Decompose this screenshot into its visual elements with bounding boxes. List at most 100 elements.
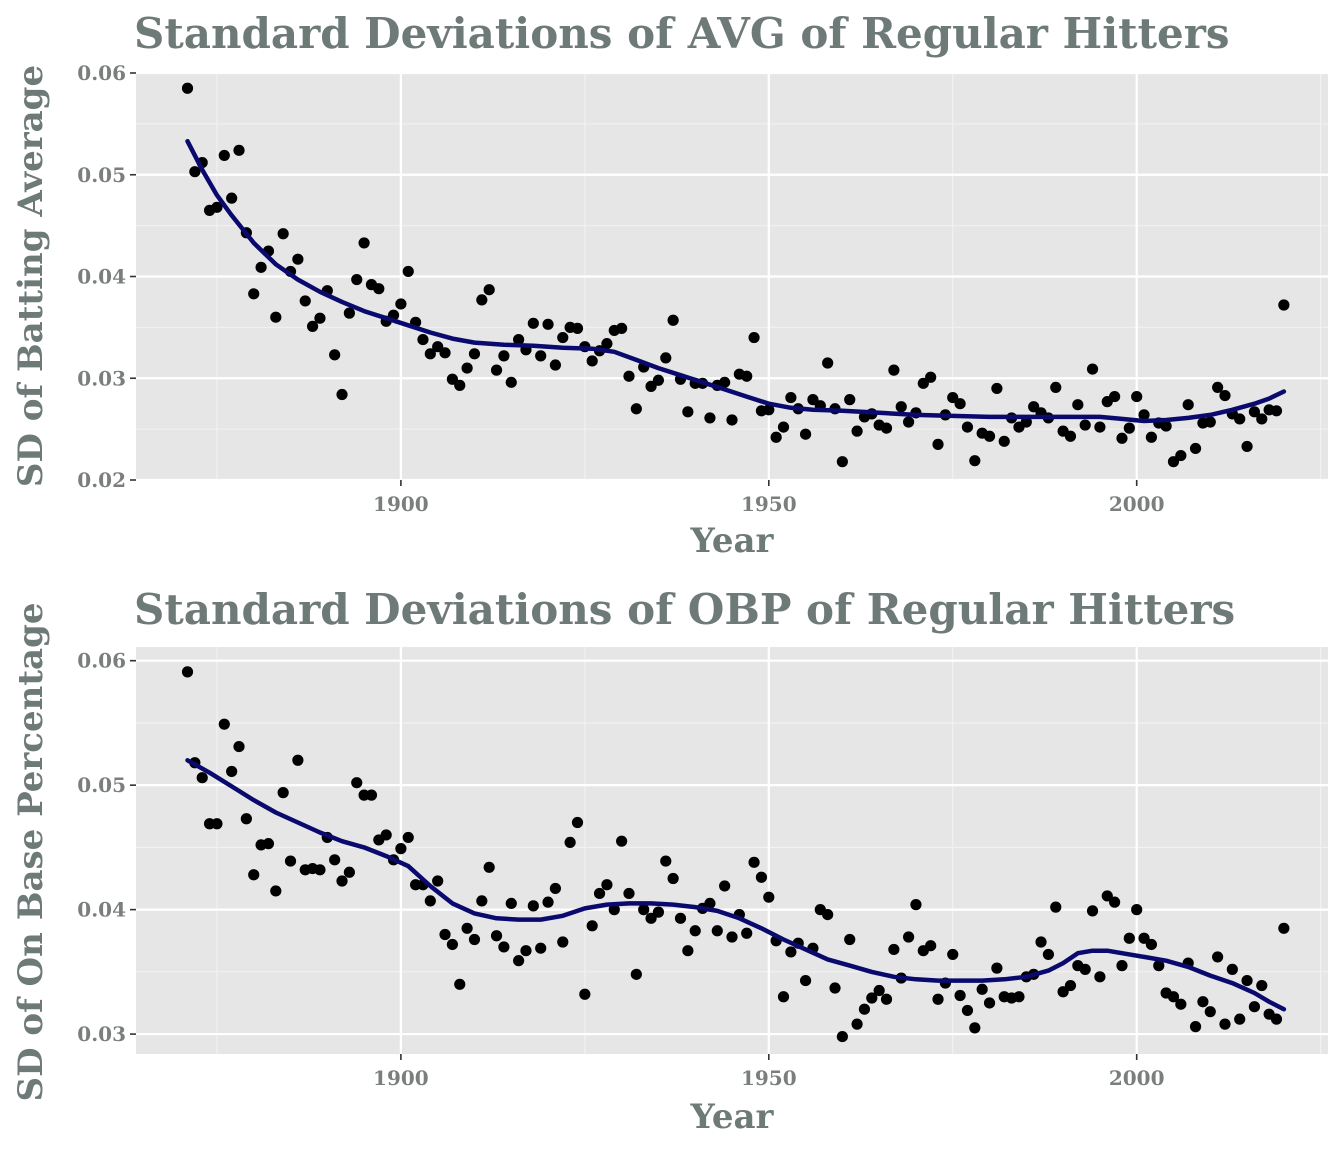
avg-data-point <box>1167 456 1180 468</box>
avg-data-point <box>505 376 517 388</box>
avg-data-point <box>888 364 900 376</box>
avg-data-point <box>1020 416 1032 428</box>
obp-data-point <box>505 897 517 909</box>
obp-plot-panel <box>136 647 1328 1054</box>
avg-data-point <box>439 347 451 359</box>
avg-data-point <box>468 348 481 360</box>
obp-data-point <box>329 854 341 866</box>
avg-data-point <box>343 307 355 319</box>
obp-data-point <box>1109 896 1121 908</box>
avg-data-point <box>314 312 326 324</box>
obp-data-point <box>593 887 606 900</box>
obp-grid <box>136 647 1328 1054</box>
obp-data-point <box>836 1030 848 1043</box>
obp-data-point <box>726 931 738 943</box>
obp-data-point <box>564 836 576 849</box>
obp-data-point <box>336 875 348 887</box>
obp-data-point <box>961 1004 974 1017</box>
obp-data-point <box>822 908 834 921</box>
obp-data-point <box>910 899 922 911</box>
avg-data-point <box>1182 399 1194 411</box>
obp-data-point <box>1219 1018 1231 1030</box>
obp-data-point <box>1057 986 1069 998</box>
avg-data-point <box>925 371 937 383</box>
obp-data-point <box>549 882 562 895</box>
obp-data-point <box>1013 991 1025 1003</box>
avg-data-point <box>983 430 996 442</box>
avg-data-point <box>880 422 893 434</box>
obp-data-point <box>932 993 944 1005</box>
obp-data-point <box>468 933 481 946</box>
obp-data-point <box>851 1018 863 1030</box>
avg-y-tick-label: 0.03 <box>77 366 126 390</box>
avg-data-point <box>395 298 407 310</box>
avg-data-point <box>248 288 260 300</box>
obp-x-axis-title: Year <box>690 1097 775 1137</box>
obp-data-point <box>542 896 554 908</box>
obp-data-point <box>660 855 672 867</box>
obp-data-point <box>571 816 584 829</box>
obp-data-point <box>755 871 768 883</box>
obp-data-point <box>1204 1006 1216 1018</box>
avg-data-point <box>616 322 628 334</box>
avg-points <box>181 82 1290 468</box>
avg-data-point <box>373 283 385 295</box>
obp-data-point <box>520 945 532 957</box>
obp-data-point <box>498 941 510 953</box>
obp-data-point <box>1138 932 1150 944</box>
obp-data-point <box>233 740 245 753</box>
avg-data-point <box>1145 431 1158 443</box>
obp-data-point <box>1116 960 1128 972</box>
obp-data-point <box>218 718 230 730</box>
avg-data-point <box>292 253 304 265</box>
avg-data-point <box>358 237 370 249</box>
avg-data-point <box>1028 401 1040 413</box>
obp-data-point <box>181 666 194 678</box>
avg-data-point <box>571 322 584 334</box>
avg-data-point <box>1189 442 1202 455</box>
obp-chart: Standard Deviations of OBP of Regular Hi… <box>11 585 1328 1137</box>
obp-data-point <box>630 968 642 980</box>
obp-data-point <box>402 831 414 844</box>
obp-data-point <box>248 869 260 881</box>
obp-data-point <box>351 777 363 789</box>
obp-data-point <box>535 942 547 954</box>
obp-data-point <box>704 897 716 909</box>
avg-data-point <box>1204 416 1216 428</box>
obp-data-point <box>454 978 466 990</box>
obp-data-point <box>513 955 525 967</box>
obp-data-point <box>439 928 451 941</box>
avg-data-point <box>490 364 503 376</box>
obp-data-point <box>880 993 893 1005</box>
obp-data-point <box>226 765 238 778</box>
avg-data-point <box>299 295 311 307</box>
avg-x-tick-label: 1950 <box>741 492 797 516</box>
obp-data-point <box>1101 890 1113 902</box>
obp-data-point <box>711 925 723 937</box>
obp-data-point <box>395 843 407 855</box>
avg-data-point <box>726 414 738 426</box>
avg-data-point <box>336 388 348 401</box>
avg-data-point <box>660 352 672 364</box>
obp-data-point <box>1234 1013 1246 1025</box>
avg-data-point <box>902 416 915 428</box>
avg-data-point <box>233 144 245 156</box>
avg-data-point <box>770 431 782 443</box>
avg-data-point <box>1212 381 1224 394</box>
obp-data-point <box>799 974 812 987</box>
obp-data-point <box>902 931 915 943</box>
obp-data-point <box>1241 974 1253 987</box>
avg-data-point <box>741 370 753 382</box>
avg-data-point <box>748 331 760 344</box>
avg-data-point <box>189 166 201 178</box>
obp-x-tick-label: 2000 <box>1109 1066 1165 1090</box>
obp-data-point <box>667 872 679 885</box>
obp-data-point <box>1079 963 1091 975</box>
avg-y-tick-label: 0.02 <box>77 468 126 492</box>
avg-chart-title: Standard Deviations of AVG of Regular Hi… <box>134 9 1229 58</box>
obp-points <box>181 666 1290 1043</box>
avg-data-point <box>969 455 981 467</box>
avg-data-point <box>535 350 547 362</box>
avg-data-point <box>1109 390 1121 403</box>
avg-data-point <box>432 341 444 353</box>
